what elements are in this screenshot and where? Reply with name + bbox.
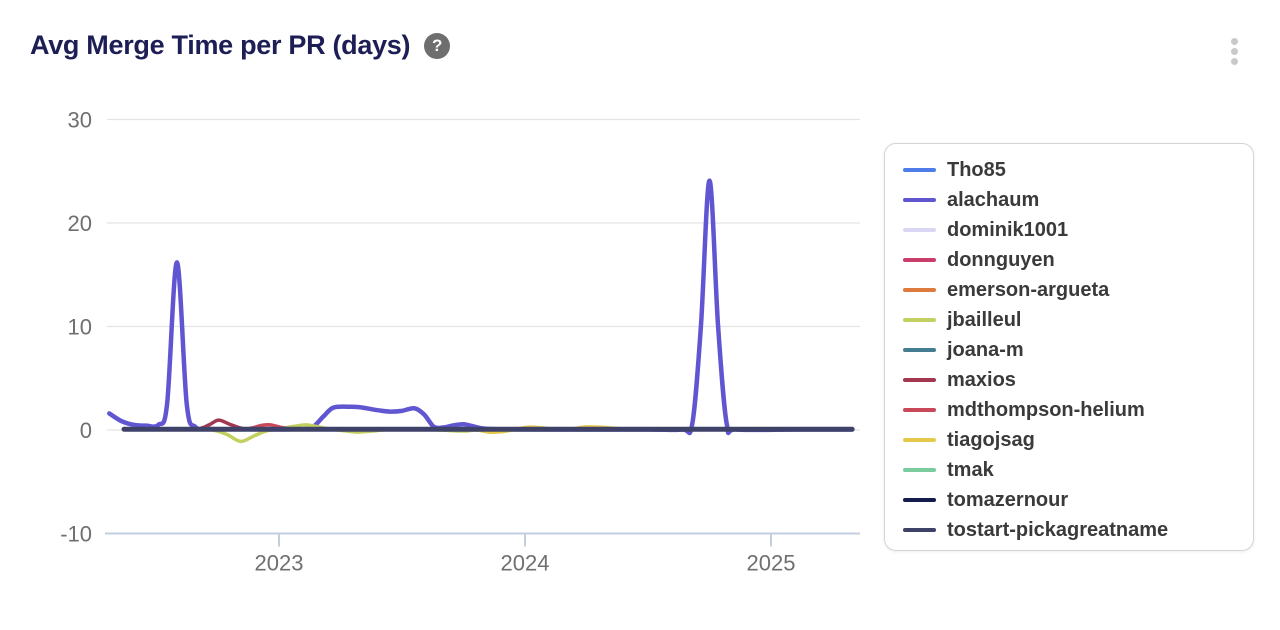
legend-swatch-icon [903,407,936,413]
legend-item-label: tmak [947,458,994,481]
legend-item-label: mdthompson-helium [947,398,1145,421]
legend-swatch-icon [903,227,936,233]
legend-item-donnguyen[interactable]: donnguyen [903,245,1253,275]
kebab-dot [1231,38,1238,45]
legend-item-label: maxios [947,368,1016,391]
legend-item-tmak[interactable]: tmak [903,455,1253,485]
legend-item-label: dominik1001 [947,218,1069,241]
x-tick-label: 2024 [501,551,550,576]
legend-swatch-icon [903,197,936,203]
legend-swatch-icon [903,167,936,173]
legend-item-tomazernour[interactable]: tomazernour [903,485,1253,515]
legend-item-label: alachaum [947,188,1040,211]
help-icon-glyph: ? [432,35,443,55]
legend-swatch-icon [903,467,936,473]
y-tick-label: 0 [80,418,92,443]
legend-item-label: tostart-pickagreatname [947,518,1169,541]
card-header: Avg Merge Time per PR (days) ? [30,30,1260,65]
legend-item-label: tomazernour [947,488,1069,511]
series-line-alachaum [107,178,855,436]
legend-item-label: jbailleul [947,308,1022,331]
legend-item-alachaum[interactable]: alachaum [903,185,1253,215]
y-tick-label: 30 [68,108,92,133]
legend-item-label: tiagojsag [947,428,1035,451]
x-tick-label: 2023 [255,551,304,576]
legend-swatch-icon [903,527,936,533]
legend-item-dominik1001[interactable]: dominik1001 [903,215,1253,245]
legend-swatch-icon [903,497,936,503]
legend-item-label: Tho85 [947,158,1006,181]
legend-item-Tho85[interactable]: Tho85 [903,155,1253,185]
legend-item-label: emerson-argueta [947,278,1110,301]
legend-item-tostart-pickagreatname[interactable]: tostart-pickagreatname [903,515,1253,545]
chart-svg: 2023 2024 2025 30 20 10 0 -10 [60,108,860,576]
legend-swatch-icon [903,317,936,323]
y-tick-label: -10 [60,522,92,547]
legend: Tho85 alachaum dominik1001 donnguyen emerson… [884,143,1254,551]
legend-swatch-icon [903,437,936,443]
legend-swatch-icon [903,287,936,293]
legend-item-jbailleul[interactable]: jbailleul [903,305,1253,335]
kebab-dot [1231,48,1238,55]
legend-swatch-icon [903,257,936,263]
help-icon[interactable]: ? [424,32,451,59]
y-tick-label: 20 [68,211,92,236]
y-tick-label: 10 [68,315,92,340]
legend-item-joana-m[interactable]: joana-m [903,335,1253,365]
legend-swatch-icon [903,377,936,383]
legend-swatch-icon [903,347,936,353]
x-tick-label: 2025 [747,551,796,576]
legend-item-label: donnguyen [947,248,1055,271]
legend-item-tiagojsag[interactable]: tiagojsag [903,425,1253,455]
legend-item-emerson-argueta[interactable]: emerson-argueta [903,275,1253,305]
legend-item-maxios[interactable]: maxios [903,365,1253,395]
chart-title: Avg Merge Time per PR (days) [30,30,411,60]
more-options-button[interactable] [1227,34,1242,69]
kebab-dot [1231,58,1238,65]
legend-item-label: joana-m [947,338,1024,361]
legend-item-mdthompson-helium[interactable]: mdthompson-helium [903,395,1253,425]
